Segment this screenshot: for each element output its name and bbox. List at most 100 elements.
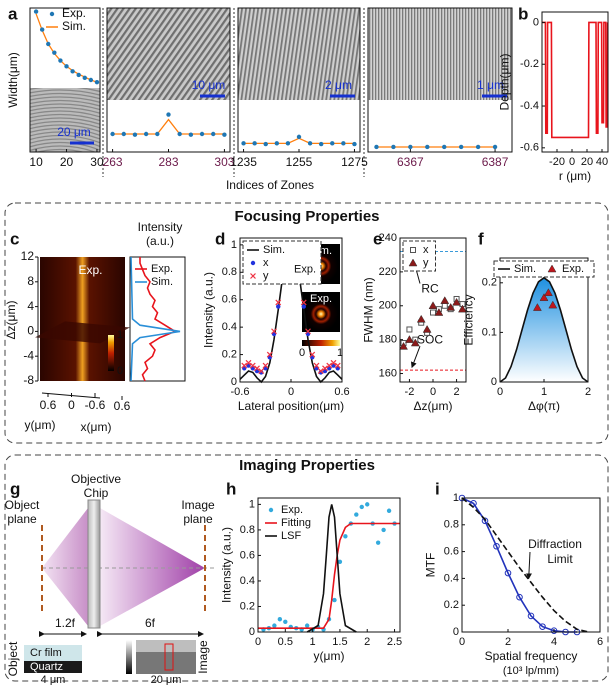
x-tick-label: 0.6 xyxy=(40,398,57,412)
data-point xyxy=(446,302,456,311)
label: Image xyxy=(181,498,215,512)
y-tick-label: 160 xyxy=(379,367,397,379)
y-tick-label: 0.8 xyxy=(444,519,459,531)
x-tick-label: 1 xyxy=(310,636,316,648)
data-point xyxy=(475,144,481,150)
data-point xyxy=(262,362,269,369)
data-point xyxy=(283,619,288,624)
y-tick-label: 4 xyxy=(27,299,34,313)
data-point xyxy=(275,299,282,306)
y-tick-label: 180 xyxy=(379,334,397,346)
inset-label: Exp. xyxy=(310,293,332,305)
plot-frame xyxy=(29,7,101,153)
data-point xyxy=(276,304,281,309)
colorbar xyxy=(126,640,132,674)
data-point xyxy=(343,534,348,539)
y-tick-label: 1 xyxy=(249,498,255,510)
plot-frame xyxy=(129,256,186,382)
legend-swatch xyxy=(250,273,256,279)
data-point xyxy=(458,144,464,150)
data-point xyxy=(82,75,87,81)
y-tick-label: 0.6 xyxy=(240,549,255,561)
legend-label: Sim. xyxy=(263,244,285,256)
data-point xyxy=(399,341,408,350)
scale-bar-label: 20 μm xyxy=(57,125,91,139)
x-axis-label: y(μm) xyxy=(314,649,345,663)
x-tick-label: -2 xyxy=(405,386,415,398)
y-tick-label: 8 xyxy=(27,274,34,288)
legend-label: Sim. xyxy=(62,19,86,33)
label: Objective xyxy=(71,472,121,486)
data-point xyxy=(274,141,280,146)
label: Cr film xyxy=(30,647,62,659)
y-axis-label: Intensity (a.u.) xyxy=(202,272,216,348)
data-point xyxy=(76,72,81,78)
data-point xyxy=(300,299,307,306)
label: plane xyxy=(183,512,213,526)
panel-letter: i xyxy=(435,479,440,498)
data-point xyxy=(330,141,335,146)
scale-bar-label: 10 μm xyxy=(192,78,226,92)
plot-frame xyxy=(541,11,609,153)
data-point xyxy=(481,517,489,525)
data-point xyxy=(305,328,311,335)
data-point xyxy=(550,627,558,634)
sem-image xyxy=(30,141,100,151)
legend-label: Sim. xyxy=(151,276,173,288)
x-tick-label: 40 xyxy=(596,156,608,168)
y-tick-label: -4 xyxy=(23,348,34,362)
annotation-arrow xyxy=(410,345,421,369)
y-tick-label: 0.8 xyxy=(240,524,255,536)
x-tick-label: 0 xyxy=(459,636,465,648)
data-point xyxy=(359,504,364,510)
panel-letter: f xyxy=(478,229,484,248)
legend-swatch xyxy=(268,507,274,513)
chip xyxy=(87,499,101,629)
x-tick-label: 20 xyxy=(581,156,593,168)
data-point xyxy=(406,326,413,333)
data-point xyxy=(322,365,328,372)
area-fill xyxy=(500,277,588,382)
label: Quartz xyxy=(30,661,63,673)
y-tick-label: 0.6 xyxy=(444,546,459,558)
data-point xyxy=(241,362,248,369)
data-point xyxy=(334,362,341,369)
x-tick-label: 1275 xyxy=(341,155,368,169)
data-point xyxy=(70,69,75,74)
x-axis-label: Lateral position(μm) xyxy=(238,399,344,413)
series-line xyxy=(139,257,177,382)
x-tick-label: 0 xyxy=(288,386,294,398)
data-point xyxy=(404,335,414,343)
data-point xyxy=(470,500,477,507)
sem-image xyxy=(30,89,100,96)
data-point xyxy=(337,559,343,565)
y-tick-label: 0.2 xyxy=(444,599,459,611)
data-point xyxy=(428,301,438,310)
data-point xyxy=(375,540,381,545)
legend-label: y xyxy=(263,270,269,282)
y-axis-label: FWHM (nm) xyxy=(362,277,376,342)
series-line xyxy=(112,118,225,135)
label: Image xyxy=(196,640,210,674)
data-point xyxy=(326,362,333,369)
data-point xyxy=(354,512,359,517)
inset-label: Exp. xyxy=(78,263,102,277)
data-point xyxy=(330,359,337,366)
y-tick-label: 12 xyxy=(21,249,35,263)
diagram-g: g Objective Chip Object plane Image plan… xyxy=(5,472,215,685)
series-line xyxy=(306,504,357,633)
y-tick-label: 0.6 xyxy=(222,294,237,306)
data-point xyxy=(442,144,447,150)
x-tick-label: -0.6 xyxy=(231,386,250,398)
data-point xyxy=(430,309,436,316)
y-tick-label: -8 xyxy=(23,373,34,387)
data-point xyxy=(266,351,273,358)
legend-frame xyxy=(493,260,595,278)
y-axis-label: Width(μm) xyxy=(6,52,20,108)
plot-frame xyxy=(461,497,601,633)
data-point xyxy=(313,362,320,369)
sem-image xyxy=(30,113,100,122)
data-point xyxy=(301,304,306,309)
x-tick-label: 0 xyxy=(430,386,436,398)
